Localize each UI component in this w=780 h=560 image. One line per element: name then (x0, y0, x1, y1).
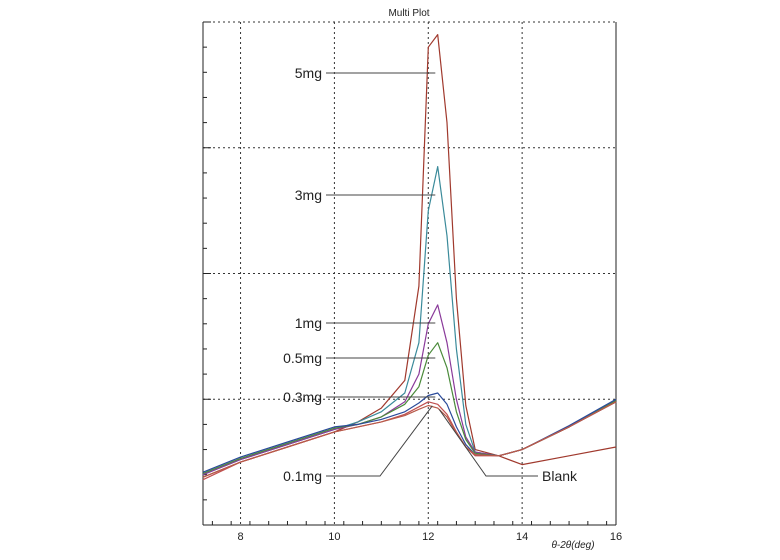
annotation-0-5mg-label: 0.5mg (283, 350, 322, 366)
annotation-5mg-label: 5mg (295, 65, 322, 81)
series-lines (202, 34, 617, 481)
x-tick-label: 12 (422, 531, 434, 543)
annotation-3mg-label: 3mg (295, 187, 322, 203)
annotations: 5mg 3mg 1mg 0.5mg 0.3mg 0.1mg Blank (283, 65, 578, 484)
x-tick-label: 10 (328, 531, 340, 543)
annotation-blank-label: Blank (542, 468, 578, 484)
annotation-0-3mg-label: 0.3mg (283, 389, 322, 405)
x-tick-label: 16 (610, 531, 622, 543)
x-axis-label: θ-2θ(deg) (551, 540, 594, 551)
series-line-blank (202, 401, 617, 478)
annotation-1mg-label: 1mg (295, 315, 322, 331)
x-tick-label: 8 (237, 531, 243, 543)
axes: 8 10 12 14 16 (202, 21, 622, 543)
annotation-0-1mg-leader (326, 405, 433, 477)
annotation-0-1mg-label: 0.1mg (283, 468, 322, 484)
annotation-blank-leader (438, 409, 538, 477)
x-tick-label: 14 (516, 531, 528, 543)
chart-title: Multi Plot (388, 8, 429, 19)
